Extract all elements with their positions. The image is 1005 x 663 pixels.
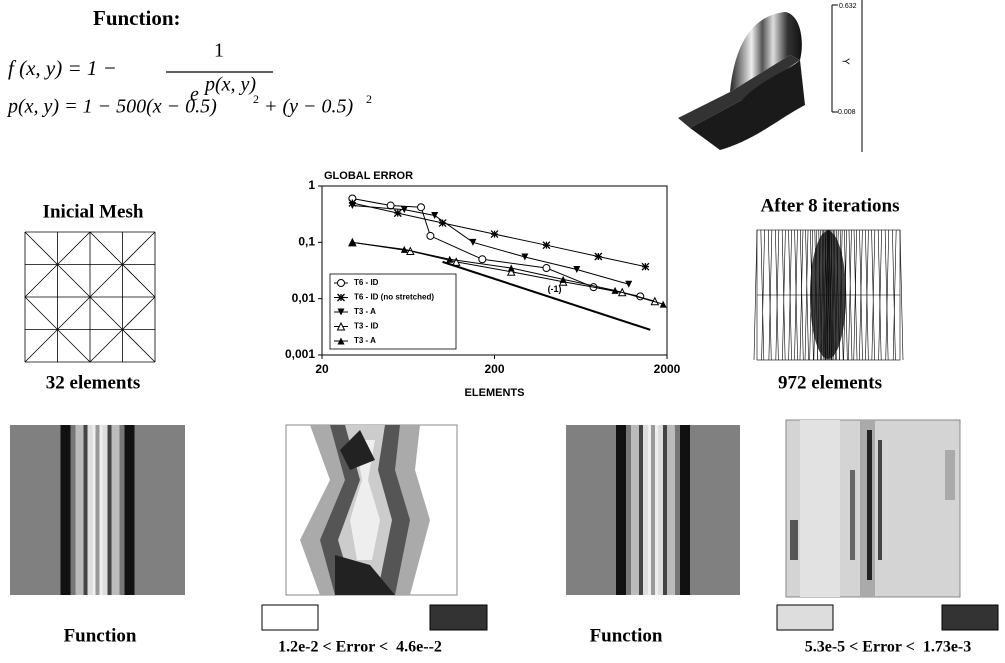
marker — [394, 210, 401, 217]
marker — [427, 232, 434, 239]
formula-exp: 2 — [253, 92, 259, 106]
marker — [338, 294, 345, 301]
mesh-caption: 32 elements — [46, 372, 140, 393]
y-tick-label: 0,1 — [298, 235, 315, 249]
legend-box — [330, 274, 456, 349]
formula-f: f (x, y) = 1 − — [8, 56, 117, 80]
marker — [560, 276, 567, 283]
function-map — [10, 425, 185, 595]
refined-mesh — [754, 230, 903, 360]
mesh-edge — [58, 330, 91, 363]
mesh-edge — [90, 330, 123, 363]
header-title: Function: — [93, 6, 181, 30]
panel-caption: Function — [590, 625, 663, 646]
y-tick-label: 0,001 — [285, 347, 315, 361]
marker — [479, 256, 486, 263]
marker — [338, 280, 345, 287]
formula-p: + (y − 0.5) — [264, 96, 354, 118]
x-tick-label: 200 — [484, 362, 504, 376]
mesh-edge — [25, 330, 58, 363]
mesh-edge — [90, 232, 123, 265]
error-range: 1.2e-2 < Error < 4.6e--2 — [278, 639, 442, 656]
legend-swatch — [262, 605, 318, 630]
legend-label: T6 - ID (no stretched) — [354, 293, 434, 302]
marker — [625, 281, 632, 288]
chart-title: GLOBAL ERROR — [324, 170, 413, 182]
legend-swatch — [942, 605, 998, 630]
colorbar-label: 0.008 — [838, 109, 856, 116]
y-tick-label: 0,01 — [292, 291, 316, 305]
error-map — [786, 420, 960, 597]
error-map — [286, 425, 457, 595]
marker — [469, 239, 476, 246]
marker — [642, 263, 649, 270]
mesh-edge — [25, 297, 58, 330]
mesh-edge — [25, 232, 58, 265]
marker — [660, 301, 667, 308]
initial-mesh — [25, 232, 155, 362]
axis-label: Y — [839, 58, 850, 65]
mesh-edge — [90, 265, 123, 298]
formula-p: p(x, y) = 1 − 500(x − 0.5) — [6, 96, 217, 118]
chart: GLOBAL ERROR ELEMENTS 20 200 2000 1 0,1 0,01 0,0… — [285, 170, 681, 399]
error-range: 5.3e-5 < Error < 1.73e-3 — [805, 639, 972, 656]
marker — [491, 231, 498, 238]
legend-label: T3 - A — [354, 307, 376, 316]
x-axis-label: ELEMENTS — [465, 387, 525, 399]
mesh-caption: 972 elements — [778, 372, 882, 393]
mesh-edge — [25, 265, 58, 298]
mesh-edge — [58, 265, 91, 298]
mesh-edge — [123, 297, 156, 330]
mesh-edge — [123, 330, 156, 363]
mesh-edge — [123, 232, 156, 265]
marker — [543, 265, 550, 272]
mesh-title: After 8 iterations — [761, 195, 900, 216]
legend-swatch — [777, 605, 833, 630]
mesh-edge — [754, 230, 757, 360]
mesh-edge — [900, 230, 903, 360]
panel-caption: Function — [64, 625, 137, 646]
annotation: (-1) — [548, 284, 562, 294]
colorbar-label: 0.632 — [839, 3, 857, 10]
mesh-edge — [58, 297, 91, 330]
formula-exp: 2 — [366, 92, 372, 106]
mesh-edge — [90, 297, 123, 330]
mesh-edge — [58, 232, 91, 265]
legend-label: T3 - ID — [354, 322, 379, 331]
marker — [573, 266, 580, 273]
series-line — [352, 206, 628, 285]
x-tick-label: 2000 — [654, 362, 681, 376]
marker — [418, 204, 425, 211]
legend-swatch — [430, 605, 487, 630]
y-tick-label: 1 — [308, 178, 315, 192]
mesh-edge — [123, 265, 156, 298]
map-band — [96, 425, 100, 595]
formula-numerator: 1 — [214, 40, 224, 62]
function-map — [566, 425, 740, 595]
surface-plot: 0.632 0.008 Y — [678, 0, 862, 152]
x-tick-label: 20 — [315, 362, 329, 376]
mesh-title: Inicial Mesh — [43, 201, 144, 222]
marker — [543, 242, 550, 249]
page: Function: f (x, y) = 1 − 1 e p(x, y) p(x… — [0, 0, 1005, 663]
marker — [595, 253, 602, 260]
mesh-dense — [810, 231, 846, 359]
map-band — [651, 425, 655, 595]
legend-label: T3 - A — [354, 336, 376, 345]
figure: Function: f (x, y) = 1 − 1 e p(x, y) p(x… — [0, 0, 1005, 663]
marker — [521, 253, 528, 260]
legend-label: T6 - ID — [354, 278, 379, 287]
formula-exp: p(x, y) — [203, 74, 256, 96]
